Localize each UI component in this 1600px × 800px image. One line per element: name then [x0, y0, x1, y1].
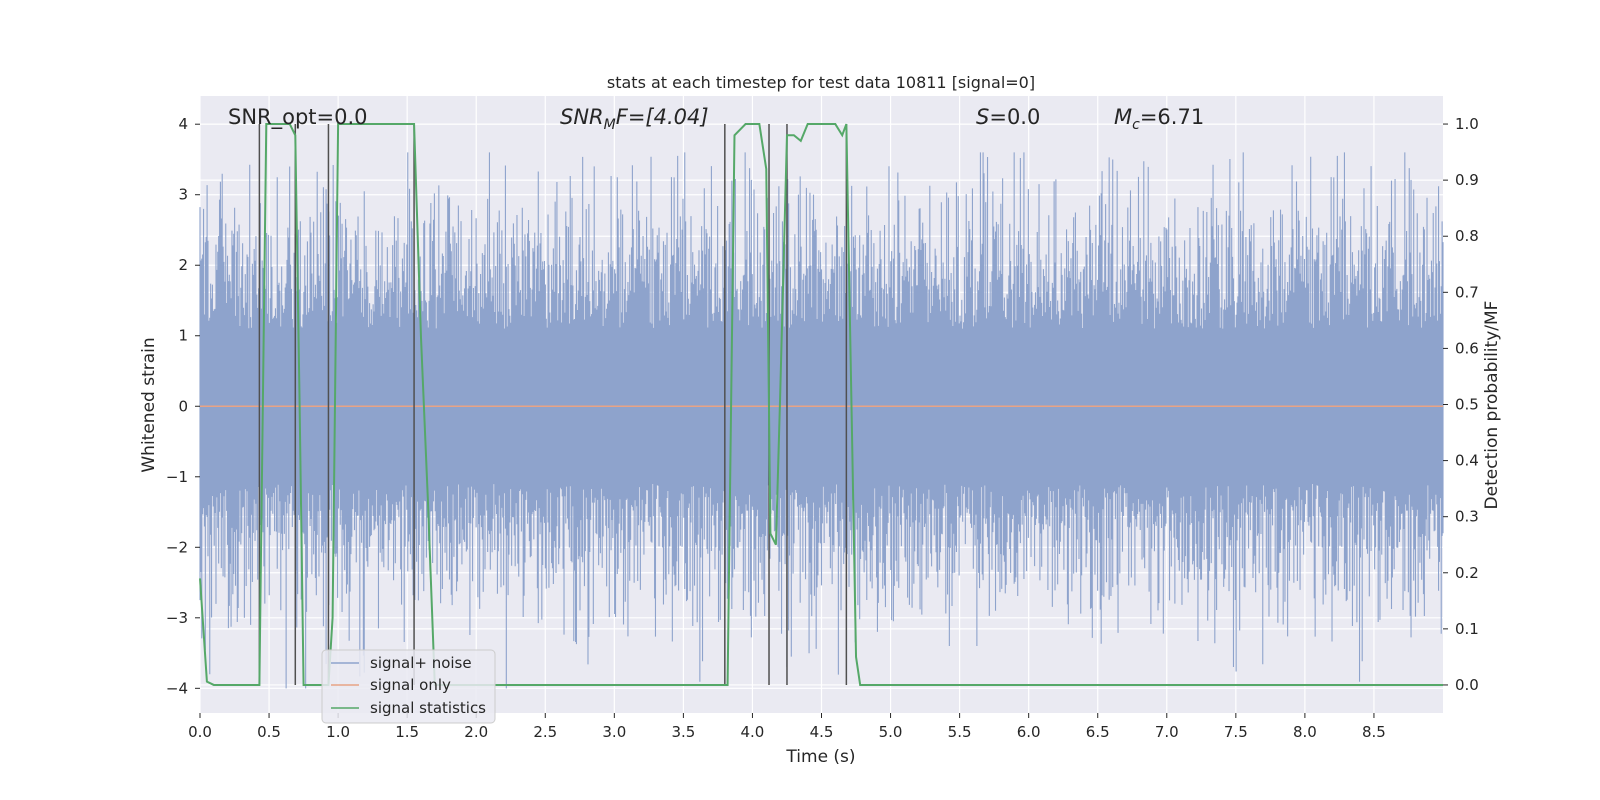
y-tick-label-right: 0.6: [1455, 339, 1479, 357]
y-axis-label-left: Whitened strain: [139, 337, 159, 472]
y-tick-label-left: −4: [166, 679, 188, 697]
annotation-s-symbol: S: [976, 105, 989, 129]
annotation-snr-mf-subscript: M: [604, 117, 616, 133]
y-tick-label-left: 4: [178, 115, 188, 133]
annotation-snr-mf-symbol: SNR: [560, 105, 604, 129]
x-axis-label: Time (s): [785, 747, 855, 767]
annotation-mc-symbol: M: [1114, 105, 1132, 129]
y-tick-label-right: 0.7: [1455, 283, 1479, 301]
y-tick-label-right: 1.0: [1455, 115, 1479, 133]
y-ticks-left: −4 −3 −2 −1 0 1 2 3 4: [166, 115, 200, 697]
x-tick-label: 5.5: [948, 723, 972, 741]
x-tick-label: 8.0: [1293, 723, 1317, 741]
y-tick-label-right: 0.8: [1455, 227, 1479, 245]
y-tick-label-left: 0: [178, 397, 188, 415]
x-tick-label: 1.5: [395, 723, 419, 741]
x-tick-label: 5.0: [879, 723, 903, 741]
x-tick-label: 0.0: [188, 723, 212, 741]
x-tick-label: 3.5: [671, 723, 695, 741]
x-tick-label: 1.0: [326, 723, 350, 741]
annotation-s: S=0.0: [976, 105, 1040, 129]
y-tick-label-right: 0.4: [1455, 452, 1479, 470]
y-tick-label-left: 3: [178, 186, 188, 204]
annotation-mc: Mc=6.71: [1114, 105, 1204, 133]
y-tick-label-right: 0.9: [1455, 171, 1479, 189]
y-tick-label-left: 1: [178, 327, 188, 345]
y-tick-label-left: 2: [178, 256, 188, 274]
legend-box: [321, 649, 496, 724]
y-tick-label-right: 0.0: [1455, 676, 1479, 694]
x-tick-label: 7.0: [1155, 723, 1179, 741]
x-tick-label: 2.5: [533, 723, 557, 741]
annotation-s-value: =0.0: [989, 105, 1040, 129]
annotation-mc-value: =6.71: [1140, 105, 1204, 129]
x-tick-label: 6.5: [1086, 723, 1110, 741]
x-tick-label: 6.0: [1017, 723, 1041, 741]
x-tick-label: 7.5: [1224, 723, 1248, 741]
y-tick-label-right: 0.1: [1455, 620, 1479, 638]
x-tick-label: 3.0: [602, 723, 626, 741]
legend-label-noise: signal+ noise: [370, 654, 472, 672]
y-tick-label-right: 0.5: [1455, 396, 1479, 414]
y-tick-label-left: −1: [166, 468, 188, 486]
y-tick-label-right: 0.2: [1455, 564, 1479, 582]
y-ticks-right: 0.0 0.1 0.2 0.3 0.4 0.5 0.6 0.7 0.8 0.9 1.0: [1443, 115, 1479, 694]
annotation-mc-subscript: c: [1132, 117, 1140, 133]
annotation-snr-mf-value: F=[4.04]: [616, 105, 709, 129]
y-tick-label-left: −3: [166, 609, 188, 627]
annotation-snr-mf: SNRMF=[4.04]: [560, 105, 709, 133]
chart-title: stats at each timestep for test data 108…: [607, 73, 1035, 92]
x-tick-label: 0.5: [257, 723, 281, 741]
x-ticks: 0.0 0.5 1.0 1.5 2.0 2.5 3.0 3.5 4.0 4.5 5.0 5.5 6.0 6…: [188, 713, 1386, 741]
y-axis-label-right: Detection probability/MF: [1482, 301, 1502, 510]
y-tick-label-right: 0.3: [1455, 508, 1479, 526]
x-tick-label: 4.0: [741, 723, 765, 741]
x-tick-label: 2.0: [464, 723, 488, 741]
annotation-snr-opt: SNR_opt=0.0: [228, 105, 368, 130]
legend: signal+ noise signal only signal statist…: [321, 649, 496, 724]
y-tick-label-left: −2: [166, 538, 188, 556]
x-tick-label: 4.5: [810, 723, 834, 741]
legend-label-stats: signal statistics: [370, 699, 486, 717]
legend-label-signal: signal only: [370, 676, 451, 694]
x-tick-label: 8.5: [1362, 723, 1386, 741]
